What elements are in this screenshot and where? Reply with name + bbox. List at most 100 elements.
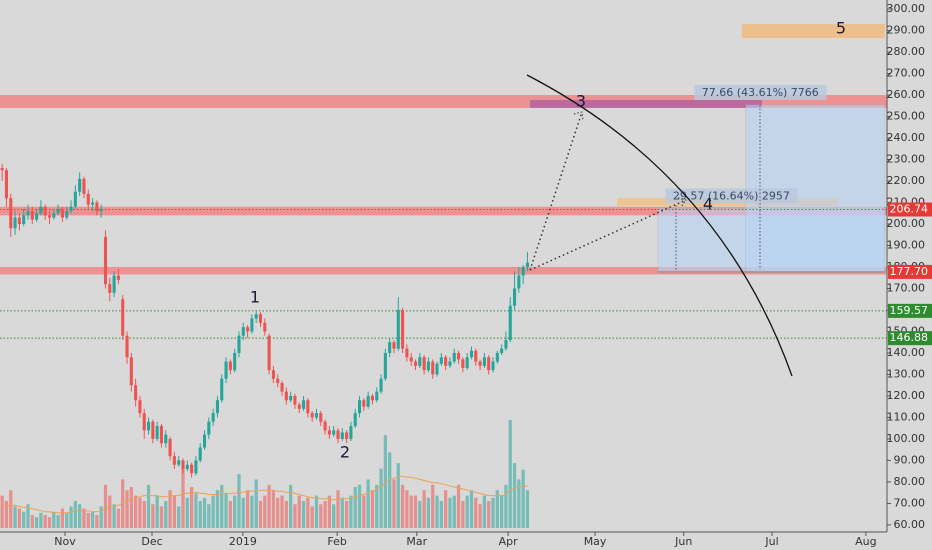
candle-body [159, 426, 164, 444]
candle-body [383, 352, 387, 379]
volume-bar [319, 504, 323, 528]
candle-body [267, 335, 271, 371]
volume-bar [495, 490, 499, 528]
measure-box [745, 104, 886, 273]
candle-body [47, 215, 52, 218]
volume-bar [138, 497, 142, 528]
volume-bar [306, 497, 310, 528]
volume-bar [379, 468, 383, 528]
volume-bar [267, 484, 271, 528]
volume-bar [297, 495, 301, 528]
volume-bar [177, 506, 181, 528]
volume-bar [276, 497, 280, 528]
volume-bar [228, 501, 232, 528]
candle-body [56, 208, 60, 214]
candle-body [504, 340, 508, 349]
candle-body [375, 391, 379, 401]
volume-bar [47, 517, 52, 528]
volume-bar [224, 493, 228, 528]
candle-body [500, 348, 504, 353]
candle-body [469, 350, 474, 358]
candle-body [327, 430, 331, 435]
y-tick-label: 300.00 [887, 2, 926, 15]
drawings: 1 2 3 4 5 [250, 19, 846, 462]
volume-bar [370, 490, 375, 528]
candle-body [431, 361, 435, 375]
candle-body [228, 361, 232, 371]
volume-bar [332, 504, 336, 528]
candle-body [435, 363, 439, 375]
volume-bar [198, 501, 202, 528]
volume-bar [39, 512, 43, 528]
price-label: 159.57 [890, 304, 929, 317]
volume-bar [491, 497, 495, 528]
candle-body [297, 404, 301, 409]
y-tick-label: 60.00 [894, 518, 926, 531]
volume-bar [413, 495, 418, 528]
candle-body [207, 421, 211, 435]
candle-body [258, 314, 263, 323]
volume-bar [461, 501, 465, 528]
candle-body [65, 211, 69, 218]
x-tick-label: Dec [141, 535, 162, 548]
x-tick-label: Apr [499, 535, 519, 548]
volume-bar [426, 497, 431, 528]
wave-label: 1 [250, 288, 260, 307]
candle-body [353, 413, 357, 427]
volume-bar [250, 495, 254, 528]
volume-bar [211, 495, 215, 528]
candle-body [13, 217, 17, 229]
candle-body [129, 357, 133, 386]
candle-body [82, 178, 86, 194]
candle-layer: 29.57 (16.64%) 2957 77.66 (43.61%) 7766 [0, 84, 827, 478]
volume-bar [125, 490, 129, 528]
candle-body [78, 178, 82, 192]
volume-bar [185, 497, 189, 528]
volume-bar [30, 515, 34, 528]
volume-bar [375, 484, 379, 528]
volume-bar [439, 501, 443, 528]
candle-body [254, 314, 258, 319]
candle-body [198, 447, 202, 461]
volume-bar [310, 506, 314, 528]
volume-bar [108, 495, 112, 528]
volume-bar [95, 515, 99, 528]
volume-bar [284, 501, 288, 528]
volume-bar [0, 495, 4, 528]
volume-bar [336, 490, 340, 528]
x-tick-label: Mar [406, 535, 427, 548]
volume-bar [409, 495, 413, 528]
wave-label: 5 [836, 19, 846, 38]
candle-body [439, 357, 443, 364]
volume-bar [456, 484, 461, 528]
volume-bar [151, 504, 155, 528]
volume-bar [254, 479, 258, 528]
candle-body [302, 400, 306, 409]
volume-bar [146, 484, 151, 528]
candle-body [237, 335, 241, 353]
candle-body [413, 361, 418, 366]
candle-body [215, 400, 219, 414]
candle-body [512, 288, 517, 306]
candle-body [457, 352, 461, 360]
measure-label-bg [665, 188, 798, 204]
candle-body [422, 357, 426, 371]
volume-bar [129, 486, 133, 528]
candle-body [164, 434, 168, 444]
volume-bar [233, 495, 237, 528]
y-tick-label: 100.00 [887, 432, 926, 445]
candle-body [246, 327, 250, 332]
candle-body [418, 357, 422, 366]
volume-bar [133, 495, 138, 528]
volume-bar [525, 490, 530, 528]
volume-bar [202, 497, 207, 528]
zone [530, 99, 763, 108]
price-label: 206.74 [890, 202, 929, 215]
candle-body [43, 206, 47, 216]
volume-bar [383, 435, 388, 528]
y-tick-label: 120.00 [887, 389, 926, 402]
volume-bar [245, 490, 250, 528]
volume-bar [142, 501, 146, 528]
